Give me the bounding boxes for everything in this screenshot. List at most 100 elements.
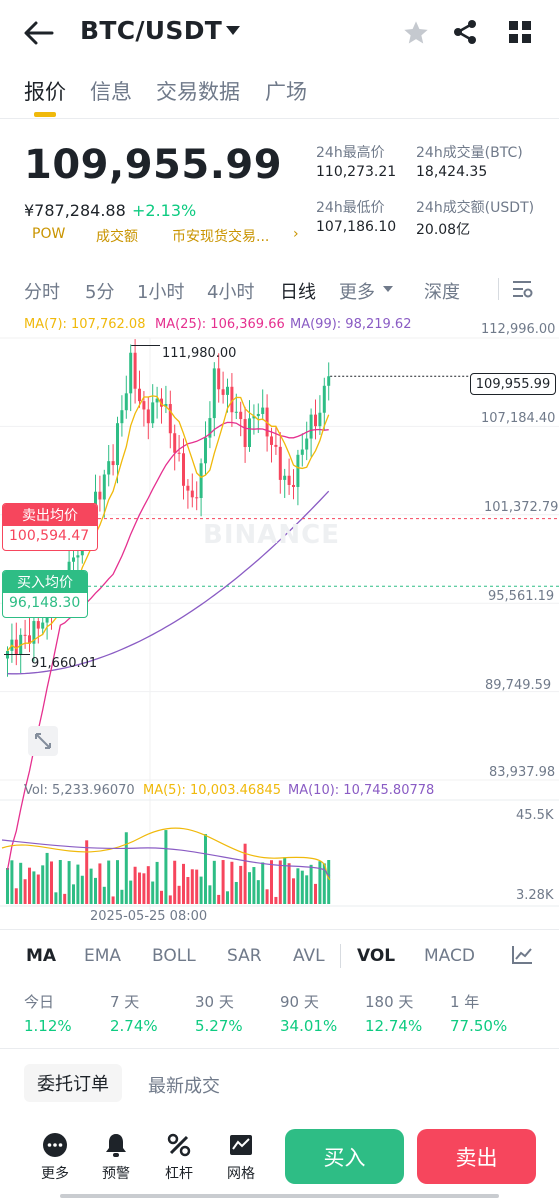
volume-bar bbox=[190, 869, 194, 904]
candle-body bbox=[322, 385, 326, 413]
volume-bar bbox=[318, 861, 322, 904]
volume-bar bbox=[155, 861, 159, 904]
volume-bar bbox=[23, 879, 27, 904]
vol-ma10-line bbox=[1, 839, 331, 877]
tab-open-orders[interactable]: 委托订单 bbox=[24, 1064, 122, 1102]
perf-label-90d: 90 天 bbox=[280, 993, 319, 1011]
divider bbox=[0, 1048, 559, 1049]
tag-spot-trading[interactable]: 币安现货交易... bbox=[172, 229, 270, 245]
candle-body bbox=[221, 389, 225, 395]
candle-body bbox=[230, 386, 234, 413]
volume-bar bbox=[261, 862, 265, 904]
tab-trading-data[interactable]: 交易数据 bbox=[156, 80, 240, 104]
candle-body bbox=[248, 418, 251, 448]
buy-avg-label: 买入均价 bbox=[3, 571, 87, 593]
interval-4h[interactable]: 4小时 bbox=[207, 282, 255, 303]
last-price: 109,955.99 bbox=[24, 142, 283, 188]
indicator-boll[interactable]: BOLL bbox=[152, 946, 196, 966]
candle-body bbox=[190, 490, 194, 498]
candle-body bbox=[283, 475, 287, 480]
vol-ma5-line bbox=[1, 827, 331, 881]
grid-trading-button[interactable]: 网格 bbox=[216, 1132, 266, 1183]
interval-more[interactable]: 更多 bbox=[339, 282, 375, 303]
vol-tick-label: 45.5K bbox=[516, 808, 554, 823]
perf-value-30d: 5.27% bbox=[195, 1017, 243, 1035]
tag-volume[interactable]: 成交额 bbox=[96, 229, 138, 245]
volume-bar bbox=[45, 852, 49, 904]
candle-body bbox=[195, 497, 199, 499]
volume-bar bbox=[129, 880, 133, 904]
candle-body bbox=[239, 411, 243, 420]
sell-button[interactable]: 卖出 bbox=[417, 1129, 536, 1184]
volume-bar bbox=[274, 896, 278, 904]
leverage-button[interactable]: 杠杆 bbox=[154, 1132, 204, 1183]
volume-bar bbox=[107, 860, 111, 904]
share-icon[interactable] bbox=[452, 19, 478, 45]
chart-settings-icon[interactable] bbox=[511, 279, 533, 299]
candle-body bbox=[41, 622, 45, 629]
volume-bar bbox=[292, 878, 295, 904]
volume-bar bbox=[67, 861, 71, 904]
volume-bar bbox=[270, 860, 273, 904]
volume-bar bbox=[58, 860, 62, 904]
candle-body bbox=[111, 461, 115, 466]
volume-bar bbox=[72, 884, 75, 904]
layout-grid-icon[interactable] bbox=[508, 20, 532, 44]
indicator-vol[interactable]: VOL bbox=[357, 946, 396, 966]
candle-body bbox=[124, 393, 128, 411]
pair-dropdown-icon[interactable] bbox=[226, 26, 240, 35]
candle-body bbox=[36, 621, 40, 629]
candle-body bbox=[186, 485, 190, 491]
candle-body bbox=[173, 433, 177, 453]
candle-body bbox=[107, 461, 111, 475]
indicator-avl[interactable]: AVL bbox=[293, 946, 325, 966]
back-arrow-icon[interactable] bbox=[22, 18, 56, 48]
ma25-line bbox=[6, 421, 329, 871]
alert-button[interactable]: 预警 bbox=[91, 1132, 141, 1183]
fullscreen-icon[interactable] bbox=[28, 726, 58, 756]
perf-label-7d: 7 天 bbox=[110, 993, 140, 1011]
perf-label-30d: 30 天 bbox=[195, 993, 234, 1011]
volume-bar bbox=[208, 885, 212, 904]
volume-bar bbox=[41, 865, 45, 904]
indicator-ema[interactable]: EMA bbox=[84, 946, 122, 966]
tags-more-icon[interactable]: › bbox=[293, 226, 299, 242]
volume-bar bbox=[102, 886, 106, 904]
tab-latest-trades[interactable]: 最新成交 bbox=[148, 1076, 220, 1097]
candle-body bbox=[327, 376, 331, 386]
interval-time[interactable]: 分时 bbox=[24, 282, 60, 303]
perf-label-1y: 1 年 bbox=[450, 993, 480, 1011]
tag-pow[interactable]: POW bbox=[32, 226, 66, 242]
volume-bar bbox=[76, 864, 80, 904]
more-button[interactable]: 更多 bbox=[30, 1132, 80, 1183]
volume-bar bbox=[243, 843, 247, 904]
candle-body bbox=[208, 418, 212, 438]
favorite-star-icon[interactable] bbox=[402, 19, 430, 47]
indicator-sar[interactable]: SAR bbox=[227, 946, 262, 966]
candle-body bbox=[28, 635, 31, 644]
candle-body bbox=[155, 398, 159, 403]
price-change-percent: +2.13% bbox=[132, 201, 197, 220]
tab-quote[interactable]: 报价 bbox=[24, 80, 66, 104]
interval-depth[interactable]: 深度 bbox=[424, 282, 460, 303]
indicator-ma[interactable]: MA bbox=[26, 946, 57, 966]
volume-bar bbox=[50, 861, 53, 904]
interval-5m[interactable]: 5分 bbox=[85, 282, 115, 303]
candlestick-chart[interactable] bbox=[0, 310, 559, 930]
candle-body bbox=[309, 414, 313, 439]
buy-button[interactable]: 买入 bbox=[285, 1129, 404, 1184]
candle-body bbox=[274, 444, 278, 447]
interval-more-caret-icon[interactable] bbox=[383, 286, 393, 292]
indicator-settings-icon[interactable] bbox=[511, 945, 533, 965]
sell-avg-box: 卖出均价 100,594.47 bbox=[2, 503, 98, 551]
volume-bar bbox=[160, 890, 163, 904]
tab-info[interactable]: 信息 bbox=[90, 80, 132, 104]
volume-bar bbox=[10, 860, 14, 904]
interval-1d[interactable]: 日线 bbox=[280, 282, 316, 303]
indicator-macd[interactable]: MACD bbox=[424, 946, 475, 966]
volume-bar bbox=[173, 860, 177, 904]
buy-avg-box: 买入均价 96,148.30 bbox=[2, 570, 88, 618]
tab-square[interactable]: 广场 bbox=[265, 80, 307, 104]
pair-title[interactable]: BTC/USDT bbox=[80, 16, 223, 45]
interval-1h[interactable]: 1小时 bbox=[137, 282, 185, 303]
